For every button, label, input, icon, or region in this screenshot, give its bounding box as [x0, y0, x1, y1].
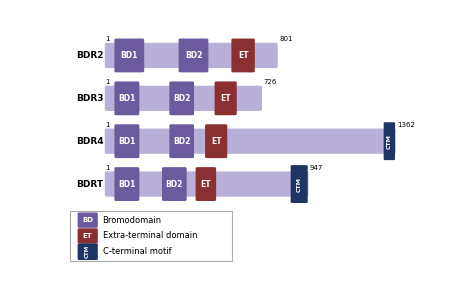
FancyBboxPatch shape: [70, 211, 232, 261]
Text: CTM: CTM: [297, 177, 301, 192]
Text: 1: 1: [105, 165, 109, 171]
FancyBboxPatch shape: [215, 81, 237, 115]
Text: 1: 1: [105, 122, 109, 128]
Text: ET: ET: [201, 180, 211, 189]
FancyBboxPatch shape: [105, 171, 309, 197]
Text: BD2: BD2: [173, 137, 191, 146]
Text: BDRT: BDRT: [76, 180, 103, 189]
Text: 1: 1: [105, 79, 109, 85]
FancyBboxPatch shape: [105, 43, 278, 68]
FancyBboxPatch shape: [383, 122, 395, 160]
FancyBboxPatch shape: [105, 86, 262, 111]
Text: BD1: BD1: [118, 137, 136, 146]
FancyBboxPatch shape: [162, 167, 187, 201]
FancyBboxPatch shape: [78, 243, 98, 260]
FancyBboxPatch shape: [114, 39, 144, 72]
Text: CTM: CTM: [85, 245, 90, 258]
Text: BDR4: BDR4: [76, 137, 103, 146]
Text: ET: ET: [211, 137, 221, 146]
Text: 1: 1: [105, 36, 109, 42]
Text: BDR2: BDR2: [76, 51, 103, 60]
Text: 947: 947: [310, 165, 323, 171]
FancyBboxPatch shape: [169, 81, 194, 115]
FancyBboxPatch shape: [105, 129, 396, 154]
Text: 726: 726: [264, 79, 277, 85]
Text: BD: BD: [82, 217, 93, 223]
Text: C-terminal motif: C-terminal motif: [102, 247, 171, 256]
Text: CTM: CTM: [387, 134, 392, 149]
FancyBboxPatch shape: [78, 228, 98, 243]
Text: BD2: BD2: [173, 94, 191, 103]
FancyBboxPatch shape: [169, 124, 194, 158]
FancyBboxPatch shape: [114, 81, 139, 115]
FancyBboxPatch shape: [205, 124, 228, 158]
Text: 1362: 1362: [397, 122, 415, 128]
Text: ET: ET: [238, 51, 248, 60]
FancyBboxPatch shape: [196, 167, 216, 201]
FancyBboxPatch shape: [114, 124, 139, 158]
Text: 801: 801: [279, 36, 292, 42]
Text: ET: ET: [83, 233, 92, 239]
Text: ET: ET: [220, 94, 231, 103]
Text: Bromodomain: Bromodomain: [102, 216, 162, 225]
FancyBboxPatch shape: [78, 212, 98, 228]
Text: Extra-terminal domain: Extra-terminal domain: [102, 231, 197, 241]
Text: BDR3: BDR3: [76, 94, 103, 103]
FancyBboxPatch shape: [291, 165, 308, 203]
Text: BD1: BD1: [118, 180, 136, 189]
FancyBboxPatch shape: [114, 167, 139, 201]
FancyBboxPatch shape: [179, 39, 209, 72]
Text: BD2: BD2: [185, 51, 202, 60]
Text: BD1: BD1: [118, 94, 136, 103]
Text: BD1: BD1: [120, 51, 138, 60]
Text: BD2: BD2: [165, 180, 183, 189]
FancyBboxPatch shape: [231, 39, 255, 72]
